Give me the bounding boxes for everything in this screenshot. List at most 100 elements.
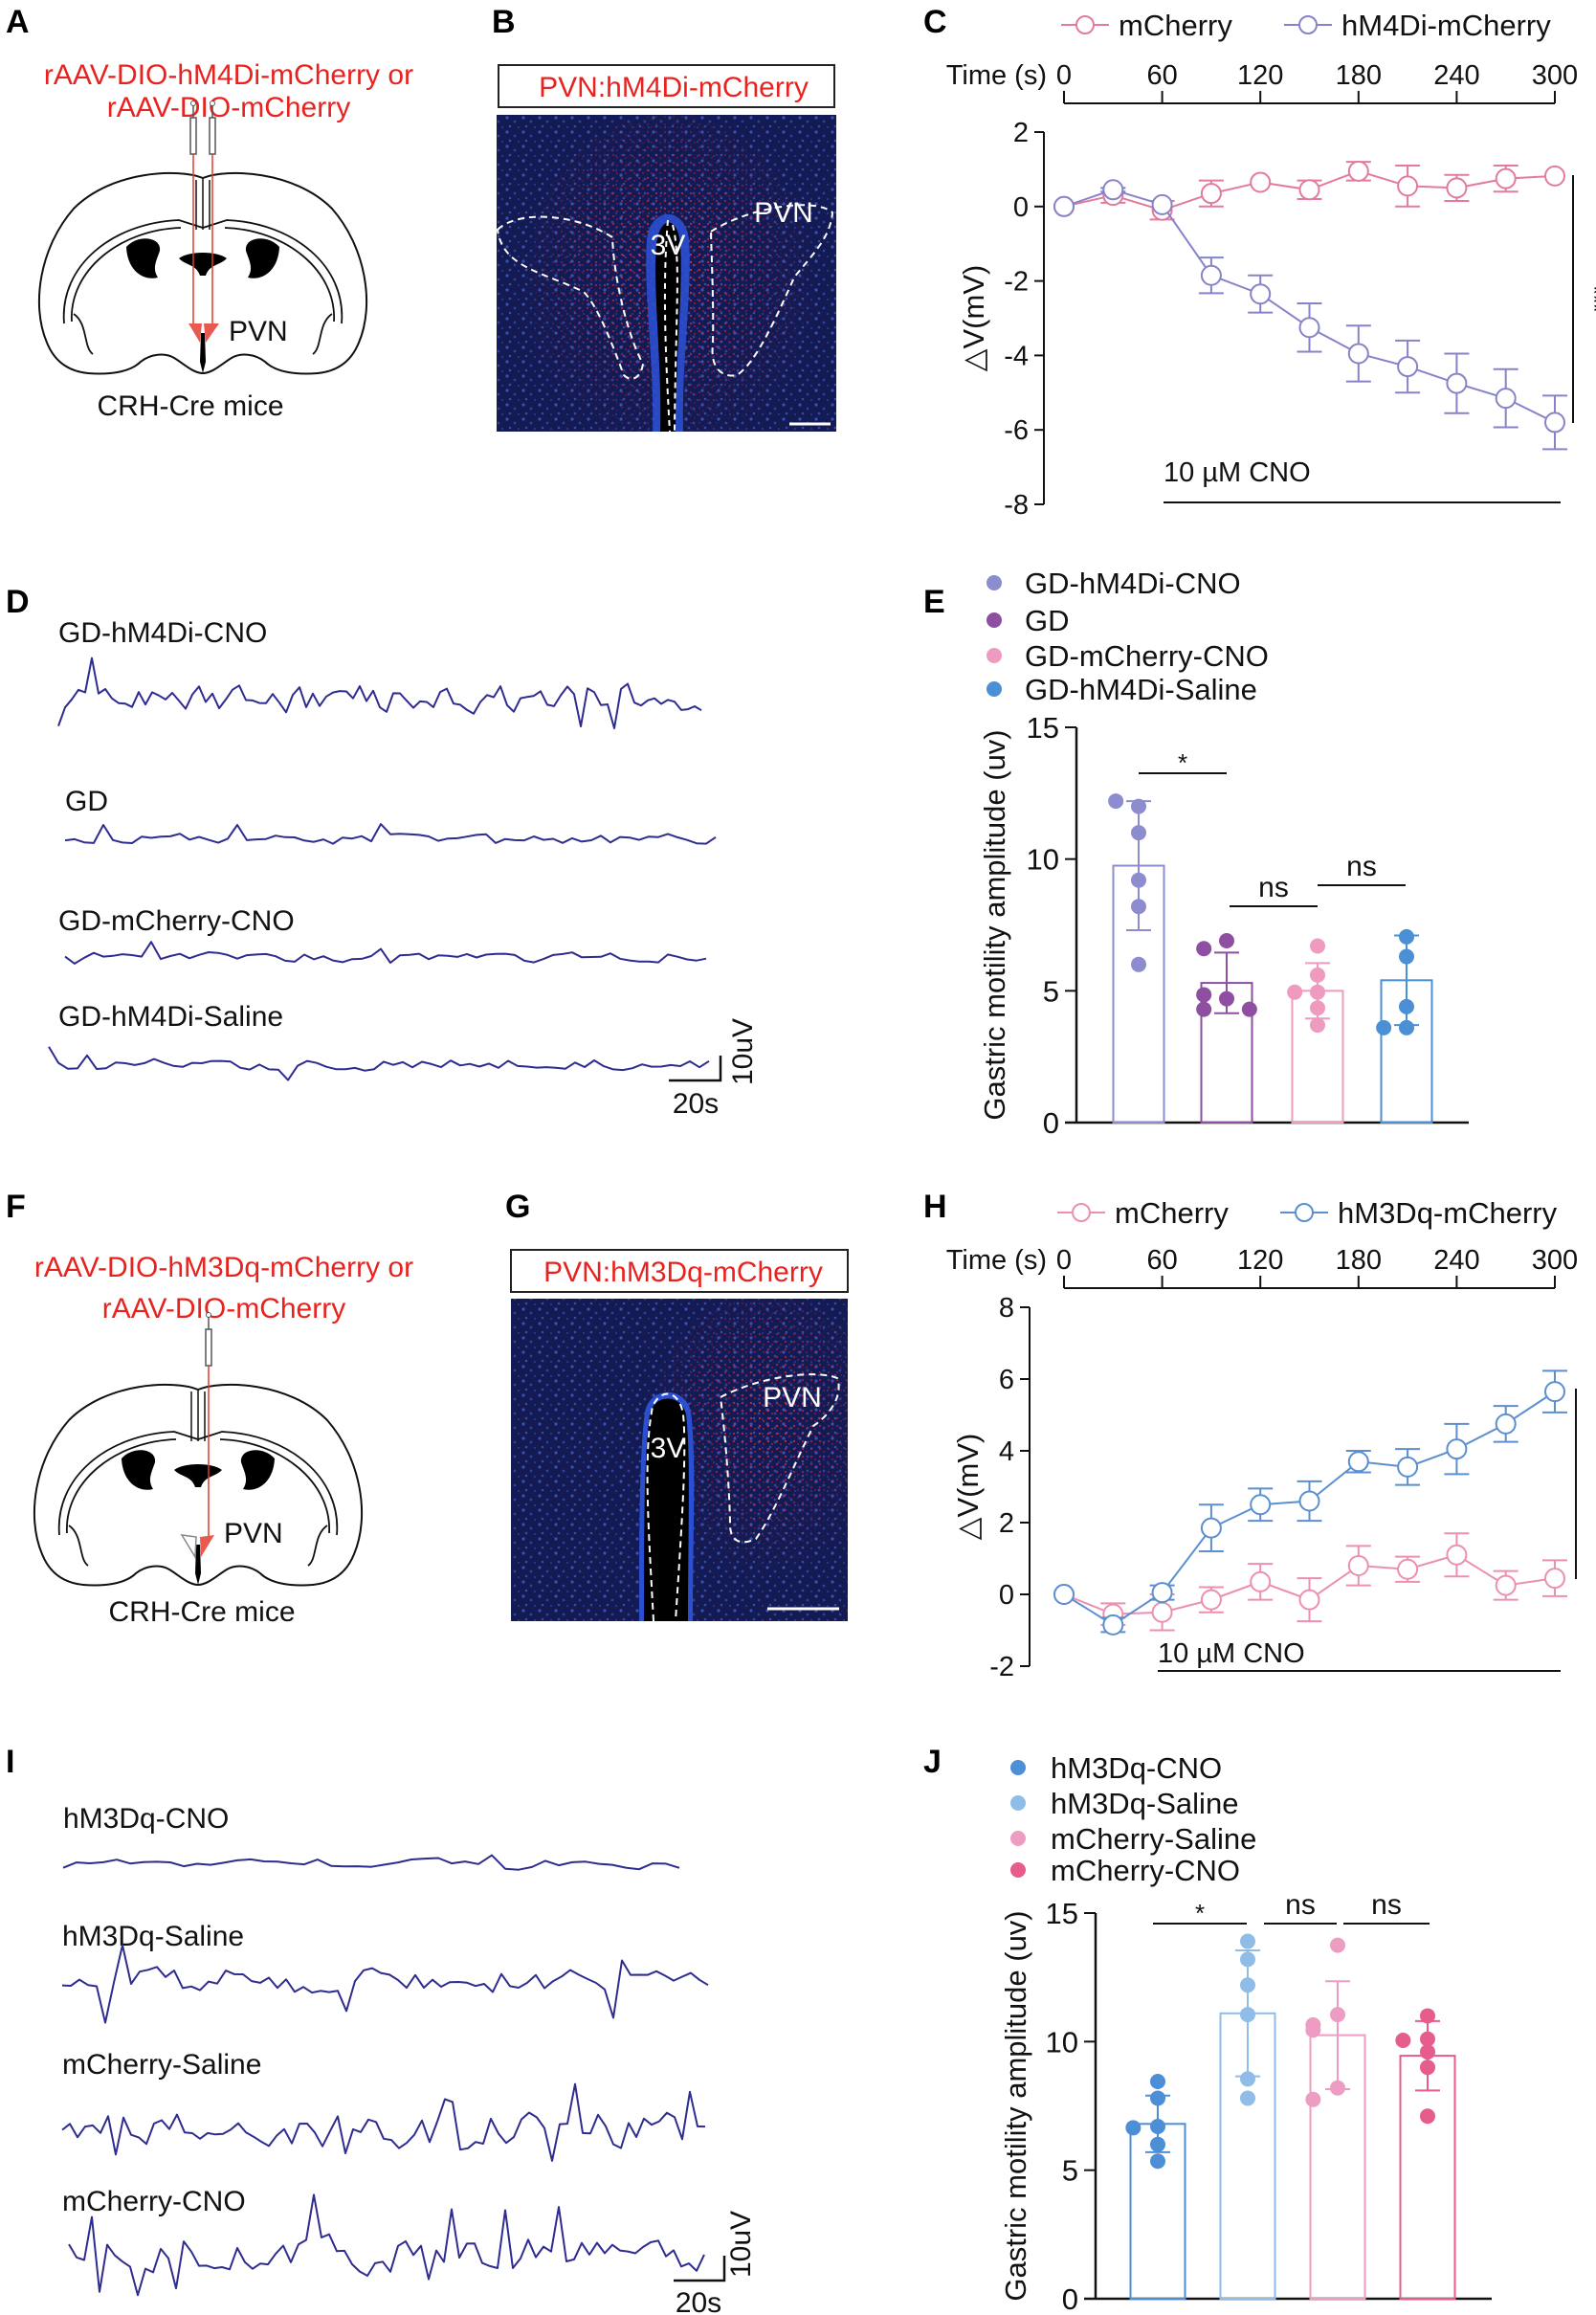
data-point [1250, 1570, 1272, 1592]
treatment-label: 10 µM CNO [1158, 1638, 1305, 1669]
data-point [1446, 1438, 1468, 1460]
data-point [1287, 984, 1303, 1000]
y-axis-label: Gastric motility amplitude (uv) [999, 1910, 1032, 2301]
data-point [1240, 1933, 1255, 1949]
data-point [1397, 175, 1419, 197]
comparison-label: ns [1346, 851, 1377, 882]
panel-label: A [6, 4, 30, 40]
data-point [1544, 1381, 1565, 1403]
data-point [1376, 1019, 1392, 1035]
comparison-label: * [1195, 1899, 1205, 1927]
data-point [1397, 356, 1419, 378]
data-point [1131, 872, 1146, 888]
data-point [1250, 171, 1272, 193]
y-axis-label: △V(mV) [951, 1434, 985, 1541]
legend-marker [1295, 1203, 1314, 1222]
data-point [1196, 941, 1212, 957]
region-label: PVN [224, 1518, 283, 1549]
legend-marker [1075, 15, 1095, 34]
pvn-outline-right [709, 204, 834, 377]
scale-h-label: 20s [673, 1088, 719, 1120]
panel-label: B [492, 4, 516, 40]
time-tick-label: 300 [1532, 60, 1578, 91]
panel-label: C [923, 4, 947, 40]
data-point [1125, 2120, 1142, 2136]
data-point [1240, 1951, 1255, 1968]
legend-label: hM3Dq-CNO [1051, 1751, 1222, 1785]
y-tick-label: 15 [1046, 1897, 1078, 1930]
third-ventricle-top [179, 253, 227, 276]
syringe-head [206, 1312, 211, 1318]
legend-label: hM3Dq-mCherry [1338, 1196, 1558, 1230]
data-point [1151, 193, 1173, 215]
bar [1399, 2055, 1456, 2301]
scale-bar [674, 2256, 726, 2282]
comparison-label: * [1178, 748, 1187, 777]
panel-c: C mCherry hM4Di-mCherry Time (s) 0 60 120 180 2… [923, 4, 1596, 521]
scale-v-label: 10uV [727, 1018, 759, 1085]
data-point [1310, 1017, 1325, 1034]
panel-a: A rAAV-DIO-hM4Di-mCherry or rAAV-DIO-mCh… [6, 4, 413, 422]
data-point [1420, 2008, 1435, 2024]
trace-label: mCherry-CNO [62, 2186, 246, 2217]
legend-label: mCherry-Saline [1051, 1822, 1256, 1856]
data-point [1347, 343, 1369, 365]
scale-h-label: 20s [676, 2287, 721, 2315]
data-point [1196, 987, 1212, 1003]
data-point [1395, 2032, 1411, 2048]
data-point [1310, 967, 1325, 983]
trace-label: GD [65, 786, 108, 817]
corpus-callosum [62, 219, 344, 324]
mouse-label: CRH-Cre mice [98, 390, 284, 422]
time-tick-label: 300 [1532, 1245, 1578, 1276]
trace-label: mCherry-Saline [62, 2049, 261, 2081]
y-tick-label: 0 [1013, 192, 1029, 223]
data-point [1305, 2022, 1321, 2038]
legend-label: GD-hM4Di-CNO [1025, 567, 1241, 600]
micrograph: 3V PVN [511, 1299, 848, 1622]
trace-label: GD-hM4Di-CNO [58, 617, 267, 649]
third-ventricle [655, 222, 681, 432]
data-point [1108, 793, 1124, 810]
legend-label: GD-mCherry-CNO [1025, 639, 1269, 673]
region-label: PVN [229, 316, 288, 347]
data-point [1131, 956, 1146, 972]
panel-label: I [6, 1744, 14, 1780]
bar-chart-j: hM3Dq-CNOhM3Dq-SalinemCherry-SalinemCher… [999, 1751, 1492, 2315]
trace-label: GD-mCherry-CNO [58, 905, 295, 937]
image-title-box [498, 64, 835, 108]
brain-schematic [33, 1312, 364, 1587]
data-point [1150, 2118, 1165, 2134]
third-ventricle [644, 1398, 689, 1621]
y-tick-label: 0 [999, 1580, 1014, 1611]
data-point [1330, 2007, 1345, 2023]
data-point [1397, 1456, 1419, 1478]
time-tick-label: 60 [1146, 1245, 1177, 1276]
data-point [1200, 183, 1222, 205]
time-axis-label: Time (s) [946, 1245, 1047, 1276]
panel-label: G [505, 1189, 530, 1225]
data-point [1399, 948, 1414, 965]
data-point [1420, 2044, 1435, 2060]
brain-schematic [37, 100, 368, 375]
ventricle-label: 3V [651, 230, 686, 261]
data-point [1544, 412, 1565, 434]
legend-label: mCherry [1119, 9, 1232, 42]
legend-label: mCherry-CNO [1051, 1854, 1240, 1887]
significance-label: *** [1581, 285, 1596, 312]
data-point [1446, 177, 1468, 199]
y-tick-label: -6 [1004, 415, 1029, 446]
significance-label: *** [1584, 1470, 1596, 1497]
trace-label: hM3Dq-Saline [62, 1921, 244, 1952]
gastric-trace [61, 2082, 706, 2162]
y-tick-label: 5 [1043, 974, 1059, 1008]
data-point [1241, 1001, 1257, 1017]
data-point [1347, 160, 1369, 182]
data-point [1310, 938, 1325, 954]
panel-label: J [923, 1744, 942, 1780]
traces [48, 657, 717, 1081]
corpus-callosum [57, 1431, 339, 1536]
lateral-ventricles [126, 238, 279, 278]
bar-chart-e: GD-hM4Di-CNO GDGD-mCherry-CNOGD-hM4Di-Sal… [978, 567, 1469, 1140]
panel-g: G PVN:hM3Dq-mCherry 3V PVN [505, 1189, 849, 1622]
